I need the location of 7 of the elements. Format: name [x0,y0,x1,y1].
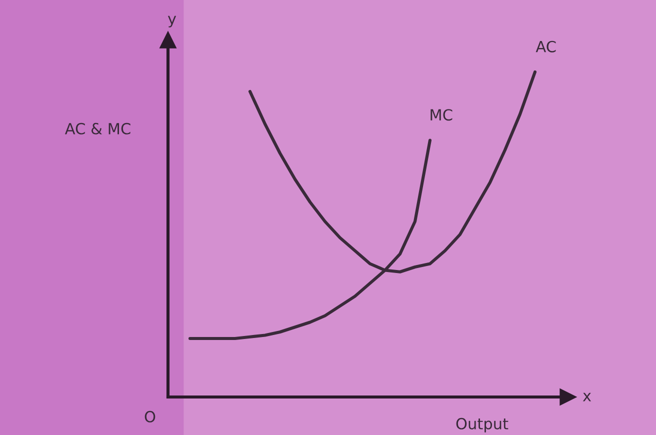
series-label: MC [430,109,452,121]
series-label: AC [536,40,556,52]
text: y [168,16,176,28]
text: O [144,410,156,422]
y-axis-title: AC & MC [64,122,130,134]
x-axis-title: Output [456,418,508,432]
text: x [582,392,592,402]
